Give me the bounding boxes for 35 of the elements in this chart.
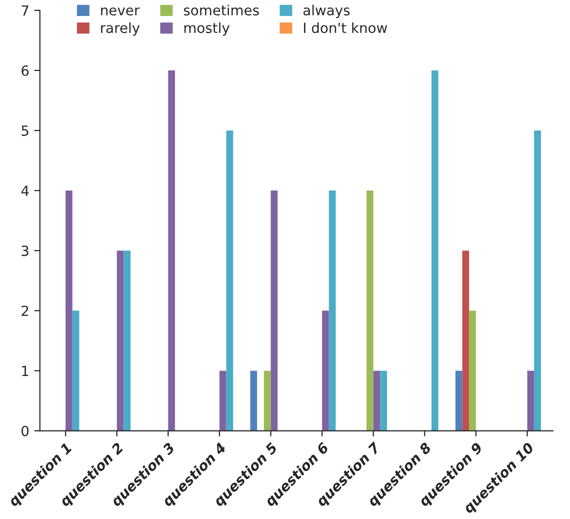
y-tick-label: 7 <box>22 6 28 16</box>
y-tick-label: 4 <box>21 186 29 196</box>
legend-label: never <box>101 7 140 16</box>
legend-label: always <box>303 4 350 18</box>
legend-label: sometimes <box>184 4 259 16</box>
bar <box>366 190 374 431</box>
bar <box>527 370 534 431</box>
y-tick-label: 3 <box>22 246 28 256</box>
bar <box>469 310 476 431</box>
bar <box>264 370 271 431</box>
bar <box>270 190 278 431</box>
bar <box>226 130 234 431</box>
bar <box>72 310 80 431</box>
bar <box>250 370 258 431</box>
bar <box>373 370 380 431</box>
bar <box>322 310 329 431</box>
legend-label: rarely <box>101 22 140 36</box>
y-tick-label: 6 <box>22 65 29 76</box>
bar <box>431 70 438 431</box>
bar <box>116 250 124 431</box>
y-tick-label: 1 <box>22 366 28 376</box>
bar <box>66 190 72 431</box>
bar <box>462 250 470 431</box>
bar <box>124 250 131 431</box>
bar <box>380 370 388 431</box>
y-tick-label: 2 <box>22 306 28 316</box>
legend-label: mostly <box>184 22 230 36</box>
bar <box>168 70 175 431</box>
bar <box>328 190 336 431</box>
bar <box>219 370 226 431</box>
y-tick-label: 5 <box>22 126 28 136</box>
bar <box>534 130 541 431</box>
bar <box>455 370 462 431</box>
y-tick-label: 0 <box>22 426 29 436</box>
legend-label: I don't know <box>304 22 388 34</box>
